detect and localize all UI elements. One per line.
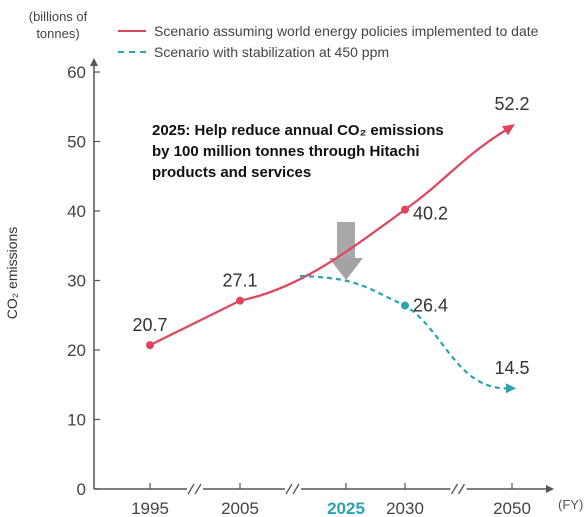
data-label-current-2050: 52.2 — [494, 94, 529, 114]
axis-break-gap-2 — [450, 483, 467, 495]
x-axis-arrow — [546, 485, 554, 493]
x-tick-label-2005: 2005 — [221, 499, 259, 517]
axis-break-mark-1-1 — [292, 483, 300, 495]
data-label-450ppm-2030: 26.4 — [413, 296, 448, 316]
axis-break-mark-1-0 — [285, 483, 293, 495]
y-tick-label-60: 60 — [67, 63, 86, 82]
point-current-2030 — [401, 205, 409, 214]
point-450ppm-2030 — [401, 301, 409, 310]
y-tick-label-30: 30 — [67, 272, 86, 291]
y-tick-label-50: 50 — [67, 133, 86, 152]
x-tick-label-2030: 2030 — [386, 499, 424, 517]
legend-swatch-solid — [118, 29, 146, 32]
axis-break-gap-1 — [285, 483, 301, 495]
y-axis-arrow — [90, 58, 98, 66]
data-label-450ppm-2050: 14.5 — [494, 358, 529, 378]
data-label-current-1995: 20.7 — [132, 315, 167, 335]
y-tick-label-0: 0 — [77, 480, 86, 499]
x-axis-unit: (FY) — [558, 497, 584, 512]
legend-item-450ppm: Scenario with stabilization at 450 ppm — [118, 41, 538, 62]
x-tick-label-2025: 2025 — [327, 499, 365, 517]
arrow-head — [329, 258, 363, 280]
axis-break-mark-2-0 — [450, 483, 459, 495]
annotation-2025: 2025: Help reduce annual CO₂ emissions b… — [152, 122, 444, 181]
x-tick-label-2050: 2050 — [493, 499, 531, 517]
axis-break-mark-0-0 — [187, 483, 195, 495]
y-tick-label-10: 10 — [67, 411, 86, 430]
point-current-2005 — [236, 296, 244, 305]
axis-break-mark-0-1 — [194, 483, 202, 495]
point-current-1995 — [146, 341, 154, 350]
y-tick-label-40: 40 — [67, 202, 86, 221]
series-line-current-policies — [149, 125, 513, 347]
series-line-450ppm — [299, 274, 513, 390]
legend-label: Scenario with stabilization at 450 ppm — [154, 43, 390, 60]
data-label-current-2005: 27.1 — [222, 271, 257, 291]
axis-break-mark-2-1 — [457, 483, 466, 495]
y-tick-label-20: 20 — [67, 341, 86, 360]
unit-label: (billions of tonnes) — [28, 9, 88, 41]
x-tick-label-1995: 1995 — [131, 499, 169, 517]
series-arrowhead-current-policies — [502, 124, 515, 136]
axis-break-gap-0 — [187, 483, 203, 495]
legend-item-current-policies: Scenario assuming world energy policies … — [118, 20, 538, 41]
legend: Scenario assuming world energy policies … — [118, 20, 538, 62]
legend-label: Scenario assuming world energy policies … — [154, 22, 539, 39]
legend-swatch-dashed — [118, 50, 146, 53]
data-label-current-2030: 40.2 — [413, 204, 448, 224]
series-arrowhead-450ppm — [506, 383, 516, 394]
